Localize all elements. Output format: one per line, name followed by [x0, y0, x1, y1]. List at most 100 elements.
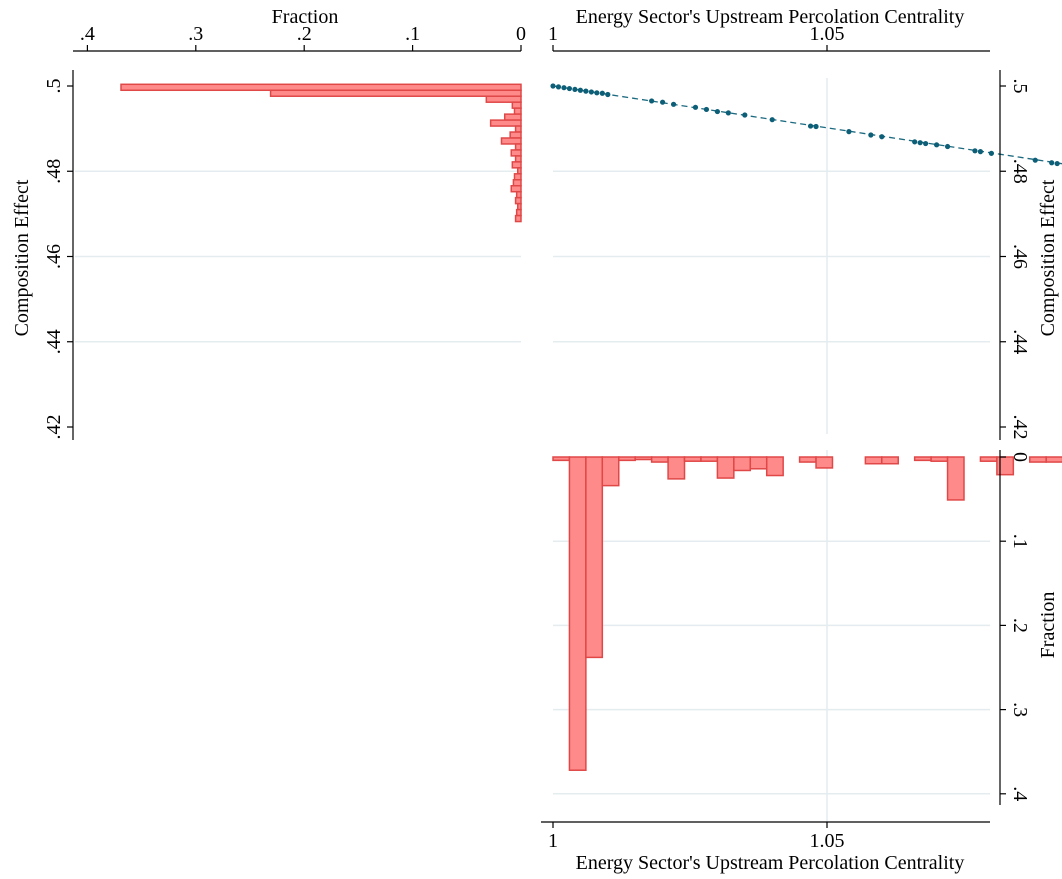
scatter-point: [944, 143, 951, 150]
right-y-tick-label: .44: [1009, 329, 1031, 354]
right-hist-bar: [700, 456, 719, 462]
scatter-point: [917, 140, 923, 146]
scatter-point: [714, 108, 721, 115]
scatter-top-xlabel: Energy Sector's Upstream Percolation Cen…: [576, 6, 965, 28]
right-hist-bar: [552, 456, 571, 462]
top-hist-bar: [485, 95, 522, 103]
bottom-x-tick-label: 1.05: [810, 830, 845, 852]
right-hist-bar: [585, 456, 604, 659]
gridlines: [75, 78, 990, 822]
scatter-point: [879, 134, 885, 140]
right-hist-tick-label: .3: [1009, 702, 1031, 717]
scatter-point: [912, 139, 918, 145]
right-y-tick-label: .5: [1009, 79, 1031, 94]
top-hist-bar: [489, 119, 522, 127]
scatter-point: [588, 89, 594, 95]
right-hist-bar: [568, 456, 587, 771]
scatter-point: [813, 123, 819, 130]
right-hist-bar: [815, 456, 834, 469]
top-hist-bar: [516, 167, 522, 175]
scatter-point: [807, 123, 814, 129]
right-hist-bar: [864, 456, 883, 465]
right-hist-bar: [979, 456, 998, 462]
left-y-tick-label: .42: [43, 415, 65, 440]
scatter-point: [572, 86, 578, 93]
scatter-point: [934, 142, 940, 148]
top-hist-tick-label: .1: [405, 23, 420, 45]
right-hist-bar: [913, 456, 932, 462]
scatter-point: [599, 90, 605, 96]
top-hist-bar: [514, 214, 522, 223]
scatter-point: [988, 150, 995, 156]
right-hist-bar: [1029, 456, 1047, 463]
bottom-x-tick-label: 1: [548, 830, 558, 852]
scatter-point: [769, 117, 775, 123]
right-hist-bar: [765, 456, 784, 477]
right-hist-bar: [881, 456, 899, 465]
top-hist-bar: [511, 161, 522, 169]
top-hist-bar: [512, 179, 522, 187]
right-hist-bar: [683, 456, 702, 462]
left-y-tick-label: .5: [43, 79, 65, 94]
scatter-point: [1049, 160, 1055, 166]
fit-line: [552, 85, 1062, 165]
right-hist-bar: [667, 456, 686, 480]
left-y-tick-label: .44: [43, 329, 65, 354]
top-hist-bar: [515, 190, 522, 199]
scatter-point: [555, 84, 562, 90]
right-hist-bar: [716, 456, 735, 479]
top-hist-bar: [500, 137, 522, 145]
scatter-point: [1054, 160, 1060, 167]
right-hist-bar: [650, 456, 669, 463]
top-hist-tick-label: .4: [80, 23, 95, 45]
axes: .4.3.2.10111.051.051.11.11.151.15.42.42.…: [43, 23, 1031, 852]
right-hist-tick-label: .2: [1009, 618, 1031, 633]
top-hist-bar: [510, 184, 522, 193]
top-hist-bar: [515, 208, 522, 217]
top-hist-xlabel: Fraction: [272, 6, 339, 28]
left-y-tick-label: .48: [43, 159, 65, 184]
top-left-histogram: [120, 83, 522, 223]
right-hist-bar: [634, 456, 653, 461]
top-hist-bar: [514, 155, 522, 163]
top-hist-bar: [516, 202, 522, 211]
top-hist-bar: [509, 131, 522, 139]
scatter-point: [583, 88, 589, 94]
top-hist-tick-label: 0: [516, 23, 526, 45]
right-hist-tick-label: .1: [1009, 534, 1031, 549]
scatter-point: [561, 85, 567, 91]
scatter-point: [725, 110, 731, 116]
top-hist-bar: [513, 173, 522, 181]
right-hist-bar: [930, 456, 949, 462]
bottom-xlabel: Energy Sector's Upstream Percolation Cen…: [576, 852, 965, 874]
scatter-point: [577, 87, 584, 93]
scatter-plot: [550, 83, 1062, 167]
left-ylabel: Composition Effect: [11, 179, 33, 336]
right-hist-bar: [618, 456, 636, 462]
left-y-tick-label: .46: [43, 244, 65, 269]
top-hist-bar: [514, 125, 522, 133]
top-hist-bar: [269, 89, 522, 97]
scatter-point: [923, 140, 929, 147]
scatter-point: [594, 90, 600, 96]
scatter-point: [703, 106, 710, 113]
scatter-point: [670, 101, 677, 107]
right-hist-bar: [601, 456, 620, 487]
right-hist-bar: [946, 456, 965, 501]
top-hist-bar: [514, 196, 522, 205]
scatter-point: [550, 83, 556, 89]
right-hist-bar: [1045, 456, 1062, 463]
top-hist-bar: [511, 101, 522, 109]
top-hist-bar: [503, 113, 522, 121]
bottom-right-histogram: [552, 456, 1062, 771]
right-ylabel: Composition Effect: [1037, 179, 1059, 336]
scatter-point: [660, 99, 666, 105]
scatter-point: [972, 148, 978, 154]
right-hist-tick-label: 0: [1009, 452, 1031, 462]
right-hist-bar: [733, 456, 752, 472]
right-hist-tick-label: .4: [1009, 786, 1031, 801]
scatter-point: [846, 129, 852, 135]
scatter-point: [868, 132, 874, 138]
scatter-point: [566, 85, 573, 92]
